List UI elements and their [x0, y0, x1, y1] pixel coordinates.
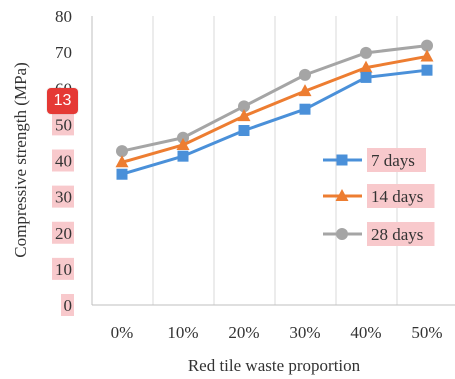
y-tick-highlight [52, 185, 74, 208]
legend-item-14-days: 14 days [323, 184, 435, 208]
series-line-7-days [121, 68, 428, 176]
y-axis-tick-labels: 01020304050607080 [52, 7, 74, 316]
series-14-days [115, 49, 434, 168]
y-tick-label: 0 [64, 296, 73, 315]
data-point-7-days [299, 103, 311, 115]
legend-label-highlight [367, 222, 435, 246]
data-point-14-days [420, 49, 434, 62]
data-point-14-days [115, 155, 129, 168]
x-tick-label: 40% [350, 323, 381, 342]
series-line-28-days [121, 44, 428, 153]
y-tick-label: 20 [55, 224, 72, 243]
data-point-14-days [237, 109, 251, 122]
legend-label: 7 days [371, 151, 415, 170]
y-tick-highlight [61, 294, 74, 316]
data-point-14-days [298, 84, 312, 97]
legend-label-highlight [367, 148, 426, 172]
series-28-days [116, 39, 433, 158]
y-axis-title: Compressive strength (MPa) [11, 62, 30, 257]
data-point-28-days [360, 46, 372, 59]
y-tick-label: 70 [55, 43, 72, 62]
legend-marker [336, 154, 348, 166]
y-tick-highlight [52, 113, 74, 136]
data-point-7-days [360, 71, 372, 83]
legend-marker [336, 228, 348, 240]
data-point-28-days [116, 145, 128, 158]
legend-label: 28 days [371, 225, 423, 244]
data-point-7-days [238, 125, 250, 137]
legend-marker [335, 189, 349, 201]
legend-item-28-days: 28 days [323, 222, 435, 246]
x-tick-label: 0% [111, 323, 134, 342]
y-tick-label: 30 [55, 188, 72, 207]
series-7-days [116, 64, 433, 180]
data-point-28-days [177, 131, 189, 144]
legend-label: 14 days [371, 187, 423, 206]
y-tick-highlight [52, 221, 74, 244]
data-point-28-days [421, 39, 433, 52]
annotation-badge: 13 [47, 88, 78, 114]
y-tick-highlight [52, 257, 74, 280]
y-tick-label: 40 [55, 152, 72, 171]
data-point-7-days [177, 150, 189, 162]
legend-item-7-days: 7 days [323, 148, 426, 172]
legend-label-highlight [367, 184, 435, 208]
chart-series [115, 39, 434, 180]
data-point-14-days [359, 60, 373, 73]
chart-axes [91, 16, 455, 306]
data-point-7-days [421, 64, 433, 76]
y-tick-label: 80 [55, 7, 72, 26]
y-tick-highlight [52, 149, 74, 172]
data-point-7-days [116, 168, 128, 180]
data-point-28-days [299, 68, 311, 81]
data-point-28-days [238, 100, 250, 113]
series-line-14-days [121, 54, 428, 164]
x-tick-label: 20% [228, 323, 259, 342]
x-axis-title: Red tile waste proportion [188, 356, 361, 375]
x-tick-label: 30% [289, 323, 320, 342]
x-axis-tick-labels: 0% 10% 20% 30% 40% 50% [111, 323, 443, 342]
data-point-14-days [176, 137, 190, 150]
x-tick-label: 50% [411, 323, 442, 342]
chart-legend: 7 days 14 days 28 days [323, 148, 435, 246]
y-tick-label: 50 [55, 115, 72, 134]
x-tick-label: 10% [167, 323, 198, 342]
y-tick-label: 10 [55, 260, 72, 279]
